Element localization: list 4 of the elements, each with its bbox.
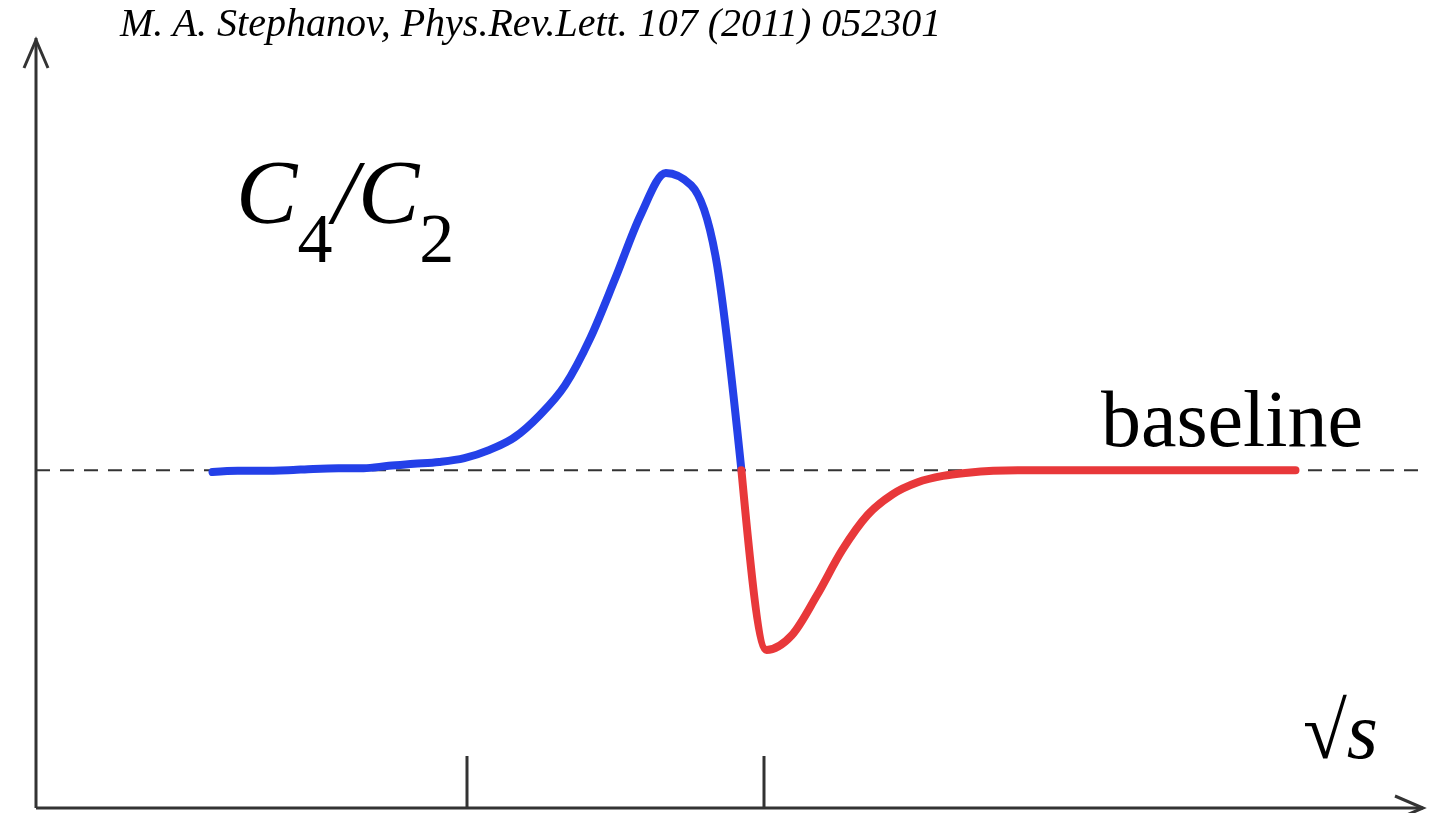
x-axis-title: √s: [1302, 687, 1378, 775]
text: M. A. Stephanov, Phys.Rev.Lett. 107 (2011) 052301: [119, 0, 942, 45]
ref-line-label: baseline: [1100, 375, 1363, 464]
y-axis-title: C$_{4}$/C$_{2}$: [236, 141, 455, 277]
